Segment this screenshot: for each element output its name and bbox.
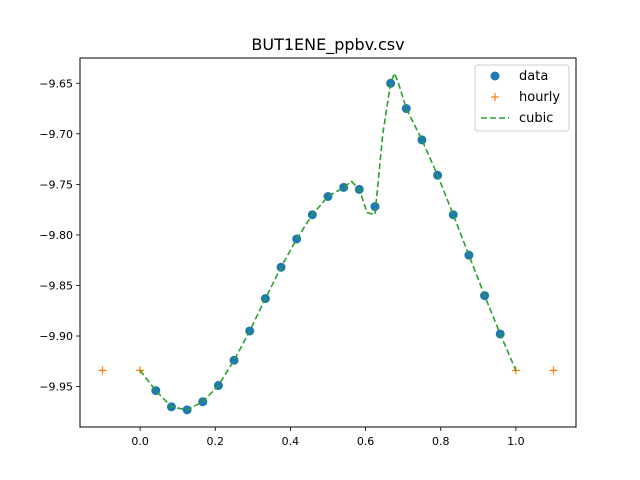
y-tick-label: −9.80 bbox=[39, 229, 73, 242]
hourly-point-marker bbox=[136, 366, 145, 375]
y-tick-label: −9.65 bbox=[39, 77, 73, 90]
data-point-marker bbox=[229, 355, 239, 365]
legend-box bbox=[474, 64, 570, 132]
plot-series-group bbox=[98, 72, 558, 415]
data-point-marker bbox=[464, 250, 474, 260]
cubic-series-line bbox=[139, 72, 517, 411]
y-axis-ticks: −9.65 −9.70 −9.75 −9.80 −9.85 −9.90 −9.95 bbox=[39, 77, 80, 394]
axes-frame bbox=[79, 57, 577, 428]
x-tick-label: 0.0 bbox=[131, 435, 149, 448]
x-tick-label: 0.8 bbox=[432, 435, 450, 448]
legend-marker-hourly bbox=[491, 93, 499, 101]
data-point-marker bbox=[448, 210, 458, 220]
x-tick-label: 0.2 bbox=[207, 435, 225, 448]
plot-area bbox=[98, 72, 558, 415]
x-tick-label: 0.6 bbox=[357, 435, 375, 448]
hourly-point-marker bbox=[98, 366, 107, 375]
legend-marker-data bbox=[490, 71, 500, 81]
y-tick-label: −9.75 bbox=[39, 178, 73, 191]
legend: data hourly cubic bbox=[474, 64, 570, 132]
x-axis-ticks: 0.0 0.2 0.4 0.6 0.8 1.0 bbox=[131, 427, 525, 448]
hourly-point-marker bbox=[549, 366, 558, 375]
chart-title: BUT1ENE_ppbv.csv bbox=[251, 35, 404, 55]
y-tick-label: −9.85 bbox=[39, 279, 73, 292]
y-tick-label: −9.70 bbox=[39, 128, 73, 141]
y-tick-label: −9.90 bbox=[39, 330, 73, 343]
legend-label: hourly bbox=[519, 90, 560, 105]
x-tick-label: 1.0 bbox=[507, 435, 525, 448]
data-point-marker bbox=[370, 202, 380, 212]
data-point-marker bbox=[401, 104, 411, 114]
x-tick-label: 0.4 bbox=[282, 435, 300, 448]
legend-label: cubic bbox=[519, 111, 553, 126]
data-point-marker bbox=[417, 135, 427, 145]
legend-label: data bbox=[519, 69, 548, 84]
y-tick-label: −9.95 bbox=[39, 381, 73, 394]
